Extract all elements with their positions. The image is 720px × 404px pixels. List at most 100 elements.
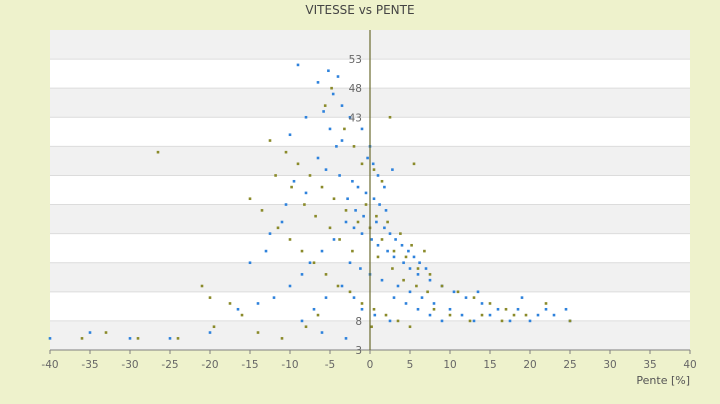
data-point-blue [360,232,364,235]
data-point-olive [500,319,504,323]
data-point-olive [332,197,336,201]
data-point-olive [468,319,472,323]
data-point-olive [512,313,516,317]
data-point-olive [343,127,346,131]
data-point-blue [416,273,420,276]
data-point-blue [384,209,388,212]
data-point-olive [372,307,376,311]
data-point-olive [208,296,212,299]
data-point-blue [375,220,378,224]
data-point-blue [356,185,360,189]
data-point-blue [392,255,396,259]
data-point-olive [80,337,84,340]
data-point-olive [426,290,429,294]
data-point-olive [284,150,288,154]
data-point-blue [488,313,492,317]
data-point-olive [448,313,452,317]
data-point-blue [536,313,540,317]
data-point-blue [432,302,436,305]
data-point-blue [331,92,335,96]
data-point-blue [408,290,412,294]
data-point-blue [378,203,381,206]
data-point-blue [312,307,316,311]
data-point-blue [408,267,412,270]
data-point-olive [320,185,324,189]
x-tick-label: 0 [367,359,374,371]
data-point-olive [388,115,392,119]
data-point-olive [440,284,444,288]
data-point-blue [404,302,408,305]
data-point-olive [408,325,412,329]
data-point-olive [352,145,356,148]
data-point-blue [464,296,468,299]
data-point-olive [268,139,272,142]
data-point-blue [388,232,392,235]
data-point-blue [284,203,288,206]
data-point-blue [388,319,392,323]
data-point-blue [288,284,292,288]
x-tick-label: 25 [563,359,576,371]
data-point-olive [372,168,376,171]
data-point-olive [568,319,572,323]
data-point-olive [488,302,492,305]
data-point-olive [432,307,436,311]
data-point-olive [376,255,380,259]
x-axis-title: Pente [%] [636,374,690,387]
data-point-blue [362,214,365,218]
data-point-blue [288,133,292,137]
data-point-olive [423,249,426,253]
x-tick-label: -30 [121,359,138,371]
data-point-olive [524,313,528,317]
data-point-blue [292,179,296,183]
data-point-blue [552,313,556,317]
data-point-blue [354,209,357,212]
data-point-blue [300,273,304,276]
data-point-blue [520,296,524,299]
data-point-olive [375,214,378,218]
data-point-blue [391,168,394,171]
data-point-blue [392,296,396,299]
data-point-blue [407,249,410,253]
data-point-olive [380,238,384,241]
data-point-olive [274,174,277,177]
data-point-olive [212,325,216,329]
data-point-olive [280,337,284,340]
data-point-blue [360,307,364,311]
x-tick-label: -5 [325,359,335,371]
data-point-blue [416,307,420,311]
data-point-blue [366,156,369,160]
data-point-olive [104,331,108,334]
data-point-blue [208,331,212,334]
x-tick-label: 30 [603,359,616,371]
data-point-olive [314,214,317,218]
data-point-olive [300,249,304,253]
data-point-olive [330,86,333,90]
data-point-blue [300,319,304,323]
data-point-olive [386,220,389,224]
data-point-blue [380,278,384,282]
data-point-blue [396,284,400,288]
data-point-blue [373,313,377,317]
data-point-olive [323,104,327,107]
y-tick-label: 43 [349,112,362,124]
data-point-olive [360,162,364,166]
data-point-olive [410,243,413,247]
x-tick-label: -40 [41,359,58,371]
data-point-olive [384,313,388,317]
data-point-olive [136,337,140,340]
data-point-blue [383,226,386,230]
data-point-blue [268,232,272,235]
data-point-olive [399,232,402,235]
data-point-blue [316,156,320,160]
data-point-blue [168,337,172,340]
data-point-blue [308,261,312,265]
data-point-olive [391,267,394,270]
data-point-blue [440,319,444,323]
data-point-olive [256,331,260,334]
data-point-blue [364,191,368,195]
data-point-blue [516,307,520,311]
data-point-olive [288,238,292,241]
x-tick-label: 10 [443,359,456,371]
data-point-blue [394,238,397,241]
data-point-blue [264,249,268,253]
